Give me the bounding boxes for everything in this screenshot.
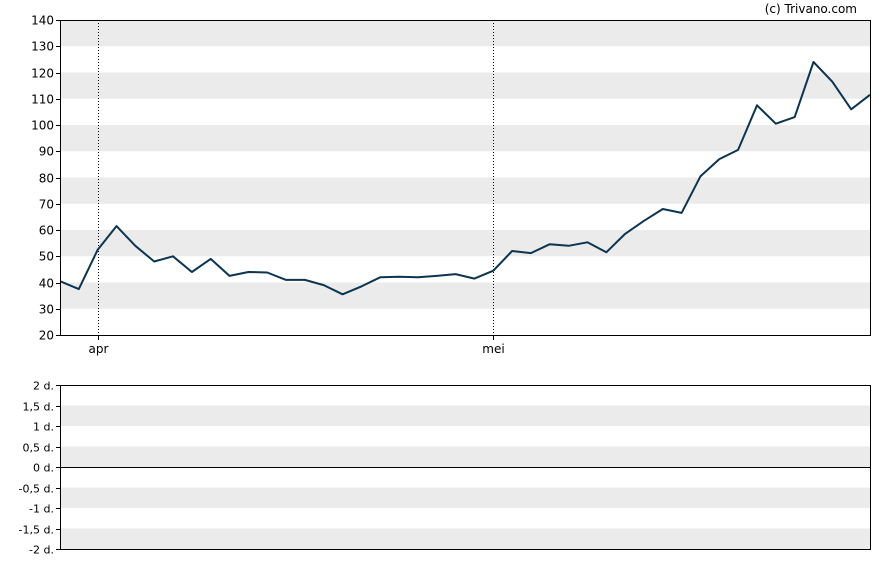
y-tick-label: 2 d. <box>33 380 54 393</box>
y-tick-label: -0,5 d. <box>19 483 54 496</box>
y-tick-label: 0,5 d. <box>23 442 54 455</box>
y-tick-label: 130 <box>31 40 54 54</box>
x-tick-label: mei <box>482 342 504 356</box>
y-tick-label: 20 <box>39 329 54 343</box>
y-tick-label: 90 <box>39 145 54 159</box>
sub-chart-bands <box>60 405 870 549</box>
grid-band <box>60 282 870 309</box>
y-tick-label: 110 <box>31 93 54 107</box>
y-tick-label: -1,5 d. <box>19 524 54 537</box>
price-line <box>59 61 871 296</box>
x-tick-label: apr <box>89 342 109 356</box>
y-tick-label: 1,5 d. <box>23 401 54 414</box>
sub-chart-frame <box>60 385 871 550</box>
main-x-axis: apr mei <box>89 335 505 356</box>
y-tick-label: 70 <box>39 198 54 212</box>
y-tick-label: 1 d. <box>33 421 54 434</box>
y-tick-label: 0 d. <box>33 462 54 475</box>
y-tick-label: 30 <box>39 303 54 317</box>
y-tick-label: 40 <box>39 277 54 291</box>
grid-band <box>60 446 870 467</box>
y-tick-label: 60 <box>39 224 54 238</box>
y-tick-label: -2 d. <box>29 544 54 557</box>
main-y-axis: 140 130 120 110 100 90 80 70 60 50 40 30 20 <box>31 14 60 343</box>
grid-band <box>60 230 870 257</box>
y-tick-label: 140 <box>31 14 54 28</box>
grid-band <box>60 487 870 508</box>
grid-band <box>60 72 870 99</box>
y-tick-label: 100 <box>31 119 54 133</box>
y-tick-label: -1 d. <box>29 503 54 516</box>
main-chart-frame <box>60 20 871 336</box>
main-chart-bands <box>60 20 870 309</box>
grid-band <box>60 528 870 549</box>
grid-band <box>60 177 870 204</box>
grid-band <box>60 125 870 152</box>
sub-y-axis: 2 d. 1,5 d. 1 d. 0,5 d. 0 d. -0,5 d. -1 d. -1,5… <box>19 380 60 557</box>
y-tick-label: 50 <box>39 250 54 264</box>
grid-band <box>60 405 870 426</box>
y-tick-label: 80 <box>39 172 54 186</box>
y-tick-label: 120 <box>31 67 54 81</box>
grid-band <box>60 20 870 47</box>
credit-label: (c) Trivano.com <box>765 2 857 16</box>
